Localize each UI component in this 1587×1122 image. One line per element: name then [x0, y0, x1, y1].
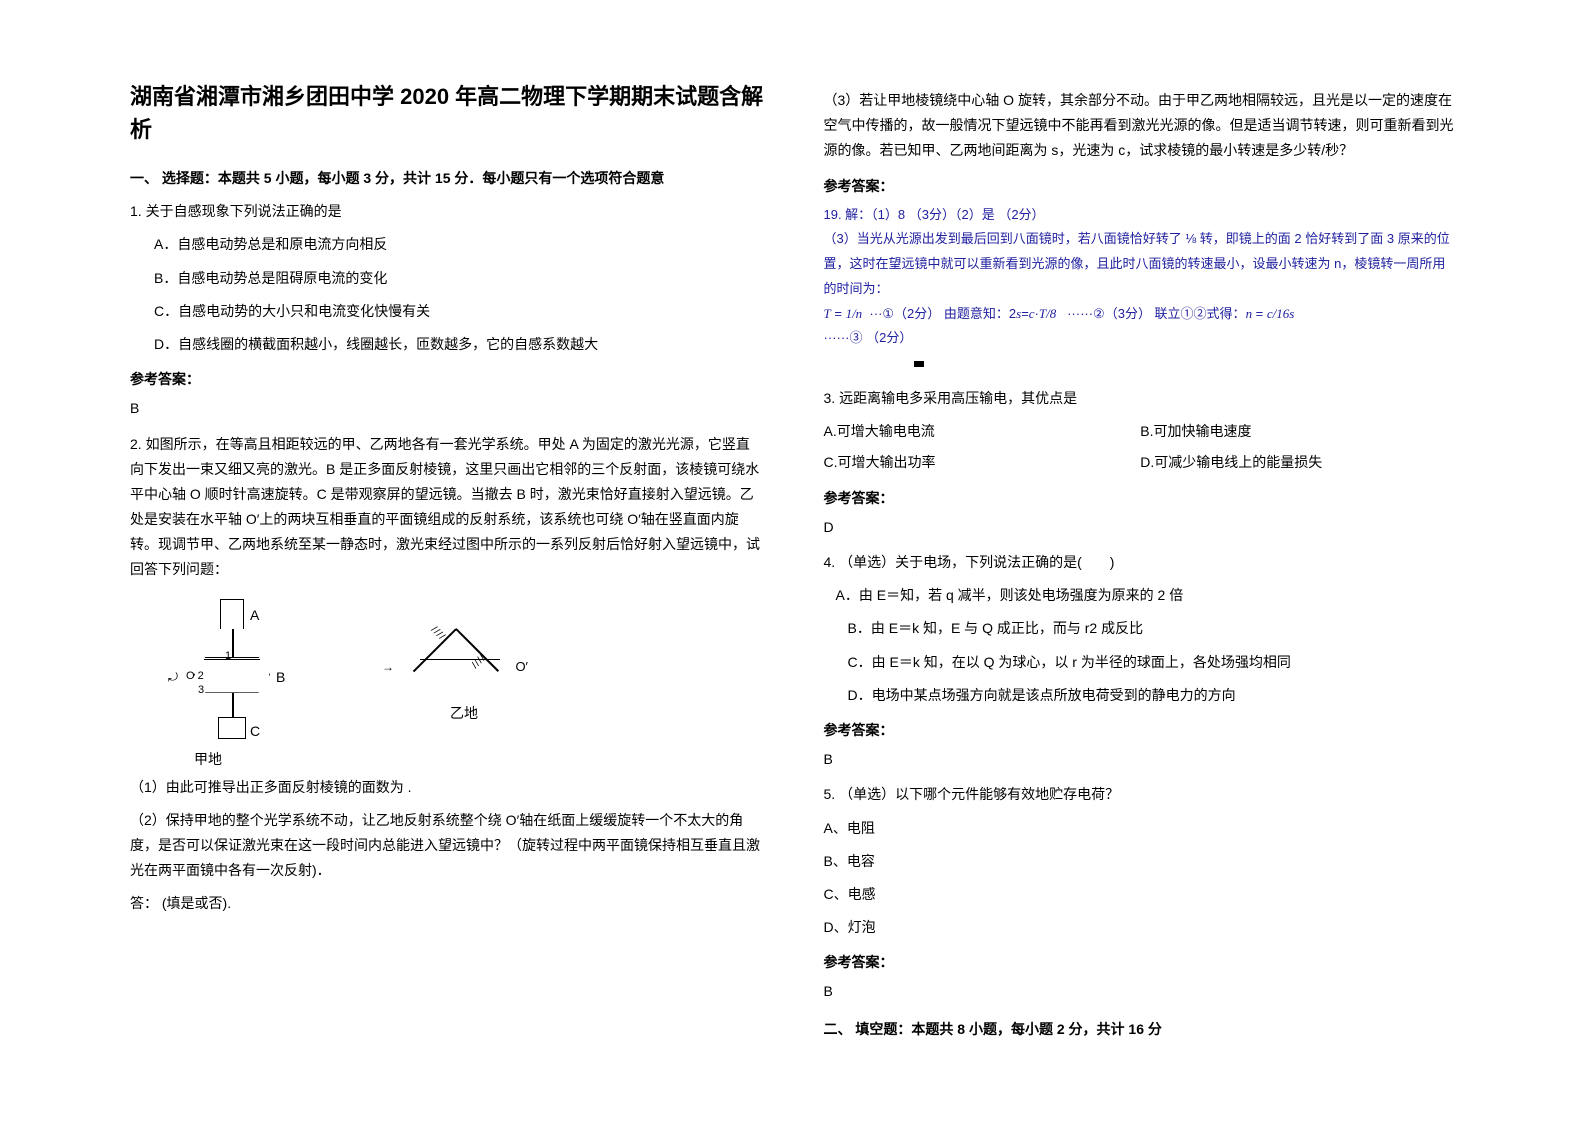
- q3-option-c: C.可增大输出功率: [824, 450, 1141, 475]
- q2-diagram: A 1 ⤾ O 2 3 B C 甲地 → //// //// O′ 乙地: [150, 599, 764, 759]
- q2-sub1: （1）由此可推导出正多面反射棱镜的面数为 .: [130, 775, 764, 800]
- q2-solution-line3b: ······③ （2分）: [824, 326, 1458, 351]
- q3-option-a: A.可增大输电电流: [824, 419, 1141, 444]
- q4-answer: B: [824, 747, 1458, 772]
- label-a: A: [250, 603, 259, 628]
- q2-sub3: （3）若让甲地棱镜绕中心轴 O 旋转，其余部分不动。由于甲乙两地相隔较远，且光是…: [824, 88, 1458, 164]
- q4-option-b: B．由 E＝k 知，E 与 Q 成正比，而与 r2 成反比: [848, 616, 1458, 641]
- q2-solution-line1: 19. 解：（1）8 （3分）（2）是 （2分）: [824, 203, 1458, 228]
- beam-line-1: [232, 629, 234, 657]
- q2-solution-line2: （3）当光从光源出发到最后回到八面镜时，若八面镜恰好转了 ⅛ 转，即镜上的面 2…: [824, 227, 1458, 301]
- black-square-icon: [914, 361, 924, 367]
- hatch-marks-1: ////: [426, 622, 449, 645]
- q1-answer-label: 参考答案：: [130, 367, 764, 392]
- section-1-header: 一、 选择题：本题共 5 小题，每小题 3 分，共计 15 分．每小题只有一个选…: [130, 166, 764, 191]
- q3-option-b: B.可加快输电速度: [1140, 419, 1457, 444]
- diagram-yi: → //// //// O′ 乙地: [370, 619, 530, 739]
- formula-s: s: [1016, 306, 1021, 321]
- section-2-header: 二、 填空题：本题共 8 小题，每小题 2 分，共计 16 分: [824, 1017, 1458, 1042]
- q5-option-d: D、灯泡: [824, 915, 1458, 940]
- diagram-jia: A 1 ⤾ O 2 3 B C 甲地: [150, 599, 310, 759]
- prism-icon: [194, 657, 270, 693]
- q2-sub2-answer: 答： (填是或否).: [130, 891, 764, 916]
- formula-c: c: [1029, 306, 1035, 321]
- q4-answer-label: 参考答案：: [824, 718, 1458, 743]
- q4-stem: 4. （单选）关于电场，下列说法正确的是( ): [824, 550, 1458, 575]
- label-o-prime: O′: [515, 655, 528, 678]
- solution-end-marker: [824, 351, 1458, 376]
- left-column: 湖南省湘潭市湘乡团田中学 2020 年高二物理下学期期末试题含解析 一、 选择题…: [100, 80, 794, 1082]
- hatch-marks-2: ////: [468, 650, 491, 673]
- label-yi: 乙地: [450, 701, 478, 726]
- q3-option-d: D.可减少输电线上的能量损失: [1140, 450, 1457, 475]
- q4-option-c: C．由 E＝k 知，在以 Q 为球心，以 r 为半径的球面上，各处场强均相同: [848, 650, 1458, 675]
- q1-stem: 1. 关于自感现象下列说法正确的是: [130, 199, 764, 224]
- q2-solution-line3a: T = 1/n ···①（2分） 由题意知：2s=c·T/8 ······②（3…: [824, 302, 1458, 327]
- q2-answer-label: 参考答案：: [824, 174, 1458, 199]
- formula-t: T: [824, 306, 831, 321]
- face-line-2: [204, 659, 260, 660]
- label-b: B: [276, 665, 285, 690]
- q1-option-b: B．自感电动势总是阻碍原电流的变化: [154, 266, 764, 291]
- formula-c16s: c/16s: [1267, 306, 1294, 321]
- mirror-system-icon: → //// //// O′ 乙地: [400, 629, 520, 719]
- formula-t8: T/8: [1039, 306, 1056, 321]
- q5-answer: B: [824, 979, 1458, 1004]
- telescope-icon: [218, 717, 246, 739]
- q3-answer-label: 参考答案：: [824, 486, 1458, 511]
- formula-n: n: [1246, 306, 1253, 321]
- rotation-arc-icon: ⤾: [168, 667, 178, 689]
- page-title: 湖南省湘潭市湘乡团田中学 2020 年高二物理下学期期末试题含解析: [130, 80, 764, 146]
- q4-option-d: D．电场中某点场强方向就是该点所放电荷受到的静电力的方向: [848, 683, 1458, 708]
- q1-option-a: A．自感电动势总是和原电流方向相反: [154, 232, 764, 257]
- beam-arrow-icon: →: [382, 657, 394, 679]
- label-c: C: [250, 719, 260, 744]
- q1-option-c: C．自感电动势的大小只和电流变化快慢有关: [154, 299, 764, 324]
- right-column: （3）若让甲地棱镜绕中心轴 O 旋转，其余部分不动。由于甲乙两地相隔较远，且光是…: [794, 80, 1488, 1082]
- q5-option-a: A、电阻: [824, 816, 1458, 841]
- q1-option-d: D．自感线圈的横截面积越小，线圈越长，匝数越多，它的自感系数越大: [154, 332, 764, 357]
- q5-option-b: B、电容: [824, 849, 1458, 874]
- formula-1-n: 1/n: [846, 306, 863, 321]
- q3-answer: D: [824, 515, 1458, 540]
- q2-stem: 2. 如图所示，在等高且相距较远的甲、乙两地各有一套光学系统。甲处 A 为固定的…: [130, 432, 764, 583]
- q5-answer-label: 参考答案：: [824, 950, 1458, 975]
- laser-source-icon: [220, 599, 244, 629]
- beam-line-2: [232, 693, 234, 717]
- label-jia: 甲地: [194, 747, 222, 772]
- face-number-3: 3: [198, 681, 204, 701]
- q2-sub2: （2）保持甲地的整个光学系统不动，让乙地反射系统整个绕 O′轴在纸面上缓缓旋转一…: [130, 808, 764, 884]
- q3-stem: 3. 远距离输电多采用高压输电，其优点是: [824, 386, 1458, 411]
- q1-answer: B: [130, 396, 764, 421]
- q5-option-c: C、电感: [824, 882, 1458, 907]
- q5-stem: 5. （单选）以下哪个元件能够有效地贮存电荷？: [824, 782, 1458, 807]
- q4-option-a: A．由 E＝知，若 q 减半，则该处电场强度为原来的 2 倍: [836, 583, 1458, 608]
